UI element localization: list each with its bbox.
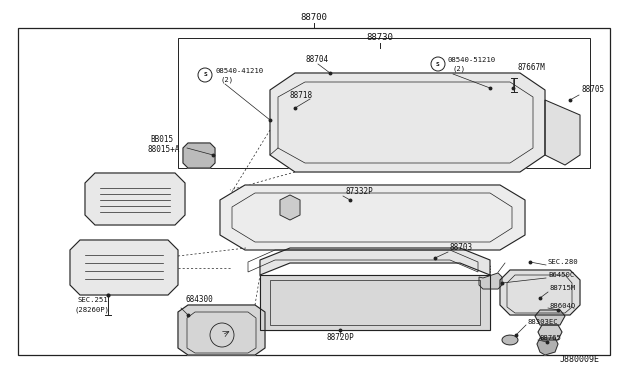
Text: SEC.280: SEC.280 [548,259,579,265]
Text: (2): (2) [220,77,233,83]
Text: 88015+A: 88015+A [148,145,180,154]
Text: 08540-41210: 08540-41210 [215,68,263,74]
Polygon shape [500,270,580,315]
Bar [18,28,610,355]
Polygon shape [537,338,558,355]
Bar [178,38,590,168]
Text: 88700: 88700 [301,13,328,22]
Text: SEC.251: SEC.251 [78,297,109,303]
Polygon shape [183,143,215,168]
Polygon shape [502,335,518,345]
Text: 88604Q: 88604Q [550,302,576,308]
Text: 88705: 88705 [582,86,605,94]
Polygon shape [85,173,185,225]
Polygon shape [270,73,545,172]
Polygon shape [280,195,300,220]
Text: S: S [436,61,440,67]
Text: J880009E: J880009E [560,356,600,365]
Polygon shape [260,248,490,275]
Text: 88730: 88730 [367,33,394,42]
Polygon shape [70,240,178,295]
Text: 87332P: 87332P [345,187,372,196]
Text: (2): (2) [453,66,466,72]
Text: 88720P: 88720P [326,334,354,343]
Polygon shape [260,275,490,330]
Text: 88765: 88765 [540,335,562,341]
Text: (28260P): (28260P) [75,307,110,313]
Polygon shape [545,100,580,165]
Text: 88303EC: 88303EC [528,319,559,325]
Text: 88715M: 88715M [550,285,576,291]
Polygon shape [538,325,562,340]
Text: 08540-51210: 08540-51210 [448,57,496,63]
Text: 87667M: 87667M [517,64,545,73]
Text: BB015: BB015 [150,135,173,144]
Polygon shape [220,185,525,250]
Polygon shape [178,305,265,355]
Text: S: S [203,73,207,77]
Polygon shape [479,273,502,289]
Polygon shape [535,310,565,325]
Text: 684300: 684300 [185,295,212,305]
Text: 88704: 88704 [305,55,328,64]
Text: 88703: 88703 [450,244,473,253]
Text: B6450C: B6450C [548,272,574,278]
Text: 88718: 88718 [290,90,313,99]
